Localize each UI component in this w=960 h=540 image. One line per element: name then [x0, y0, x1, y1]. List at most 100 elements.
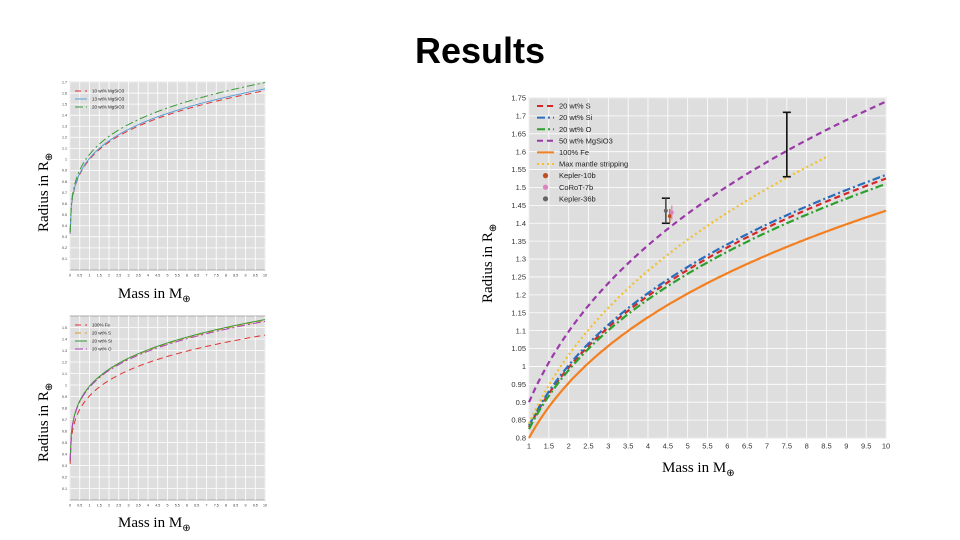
x-tick-label: 6.5	[194, 274, 199, 278]
y-tick-label: 0.3	[62, 235, 67, 239]
planet-marker	[667, 214, 672, 219]
x-tick-label: 6.5	[194, 504, 199, 508]
series-line	[69, 319, 266, 461]
y-tick-label: 1.2	[62, 360, 67, 364]
x-tick-label: 1.5	[97, 274, 102, 278]
slide-title: Results	[414, 30, 546, 71]
y-tick-label: 0.5	[62, 213, 67, 217]
y-tick-label: 1.5	[62, 326, 67, 330]
y-tick-label: 0.9	[516, 398, 526, 407]
x-tick-label: 10	[263, 274, 267, 278]
x-tick-label: 5	[686, 442, 690, 451]
series-line	[69, 88, 266, 234]
y-tick-label: 1.4	[62, 113, 67, 117]
x-tick-label: 0	[69, 274, 71, 278]
x-tick-label: 6	[186, 274, 188, 278]
y-tick-label: 1.5	[62, 102, 67, 106]
legend-label: Max mantle stripping	[559, 160, 628, 169]
x-tick-label: 3	[128, 504, 130, 508]
y-tick-label: 1.65	[511, 129, 526, 138]
x-tick-label: 3.5	[623, 442, 633, 451]
x-tick-label: 1	[89, 274, 91, 278]
x-tick-label: 2.5	[116, 504, 121, 508]
series-line	[528, 173, 887, 427]
series-line	[69, 334, 266, 464]
y-tick-label: 1.1	[62, 147, 67, 151]
chart-mgsio3-fraction: 0 0.5 1 1.5 2 2.5 3 3.5 4 4.5 5 5.5 6 6.5 7 7.5 8 8.5 9 9.5…	[62, 80, 267, 278]
x-tick-label: 8	[805, 442, 809, 451]
x-tick-label: 9.5	[253, 504, 258, 508]
y-tick-label: 1.7	[62, 80, 67, 84]
x-tick-label: 7	[206, 504, 208, 508]
x-tick-label: 3	[606, 442, 610, 451]
y-tick-label: 1.1	[516, 326, 526, 335]
y-tick-label: 1	[522, 362, 526, 371]
chart-mass-radius-main: 1 1.5 2 2.5 3 3.5 4 4.5 5 5.5 6 6.5 7 7.5 8 8.5 9 9.5 10 0.…	[511, 94, 890, 451]
x-tick-label: 4	[147, 274, 149, 278]
y-tick-label: 1.1	[62, 372, 67, 376]
series-line	[527, 156, 827, 425]
chart1-ylabel: Radius in R⊕	[36, 152, 55, 232]
y-tick-label: 0.7	[62, 418, 67, 422]
chart3-ylabel: Radius in R⊕	[480, 223, 499, 303]
x-tick-label: 9.5	[253, 274, 258, 278]
legend-marker	[542, 196, 549, 202]
legend-label: CoRoT-7b	[559, 183, 593, 192]
x-tick-label: 8.5	[233, 274, 238, 278]
y-tick-label: 0.3	[62, 464, 67, 468]
y-tick-label: 1.35	[511, 237, 526, 246]
series-line	[69, 320, 266, 461]
y-tick-label: 1.45	[511, 201, 526, 210]
legend-label: 100% Fe	[92, 323, 111, 328]
x-tick-label: 9	[245, 504, 247, 508]
x-tick-label: 1.5	[97, 504, 102, 508]
x-tick-label: 0.5	[77, 274, 82, 278]
x-tick-label: 0	[69, 504, 71, 508]
x-tick-label: 4.5	[155, 274, 160, 278]
x-tick-label: 8.5	[821, 442, 831, 451]
series-line	[69, 82, 266, 233]
chart2-xlabel: Mass in M⊕	[118, 515, 191, 534]
y-tick-label: 1.3	[516, 255, 526, 264]
y-tick-label: 0.85	[511, 416, 526, 425]
y-tick-label: 1.55	[511, 165, 526, 174]
y-tick-label: 1.05	[511, 344, 526, 353]
x-tick-label: 7.5	[214, 274, 219, 278]
x-tick-label: 3	[128, 274, 130, 278]
x-tick-label: 2	[108, 274, 110, 278]
y-tick-label: 0.9	[62, 395, 67, 399]
x-tick-label: 3.5	[136, 504, 141, 508]
y-tick-label: 1.7	[516, 112, 526, 121]
legend-marker	[542, 184, 549, 190]
y-tick-label: 0.5	[62, 441, 67, 445]
x-tick-label: 7	[765, 442, 769, 451]
y-tick-label: 0.4	[62, 224, 67, 228]
legend-label: 20 wt% MgSiO3	[92, 105, 125, 110]
y-tick-label: 0.6	[62, 429, 67, 433]
y-tick-label: 0.1	[62, 257, 67, 261]
legend-label: 10 wt% MgSiO3	[92, 89, 125, 94]
y-tick-label: 0.7	[62, 191, 67, 195]
x-tick-label: 10	[882, 442, 890, 451]
x-tick-label: 6	[186, 504, 188, 508]
planet-marker	[669, 210, 674, 215]
y-tick-label: 1.2	[62, 136, 67, 140]
chart-light-elements: 0 0.5 1 1.5 2 2.5 3 3.5 4 4.5 5 5.5 6 6.5 7 7.5 8 8.5 9 9.5…	[62, 315, 267, 508]
y-tick-label: 0.2	[62, 475, 67, 479]
legend-label: 20 wt% S	[559, 102, 591, 111]
x-tick-label: 9	[844, 442, 848, 451]
y-tick-label: 1.6	[62, 91, 67, 95]
x-tick-label: 5	[167, 504, 169, 508]
legend-label: 20 wt% Si	[92, 339, 112, 344]
x-tick-label: 3.5	[136, 274, 141, 278]
legend-marker	[542, 173, 549, 179]
y-tick-label: 1.6	[516, 147, 526, 156]
y-tick-label: 1.2	[516, 290, 526, 299]
x-tick-label: 0.5	[77, 504, 82, 508]
y-tick-label: 1.3	[62, 124, 67, 128]
legend-label: Kepler-10b	[559, 171, 596, 180]
series-line	[528, 177, 887, 428]
y-tick-label: 1	[65, 383, 67, 387]
y-tick-label: 1.4	[62, 337, 67, 341]
chart2-ylabel: Radius in R⊕	[36, 382, 55, 462]
